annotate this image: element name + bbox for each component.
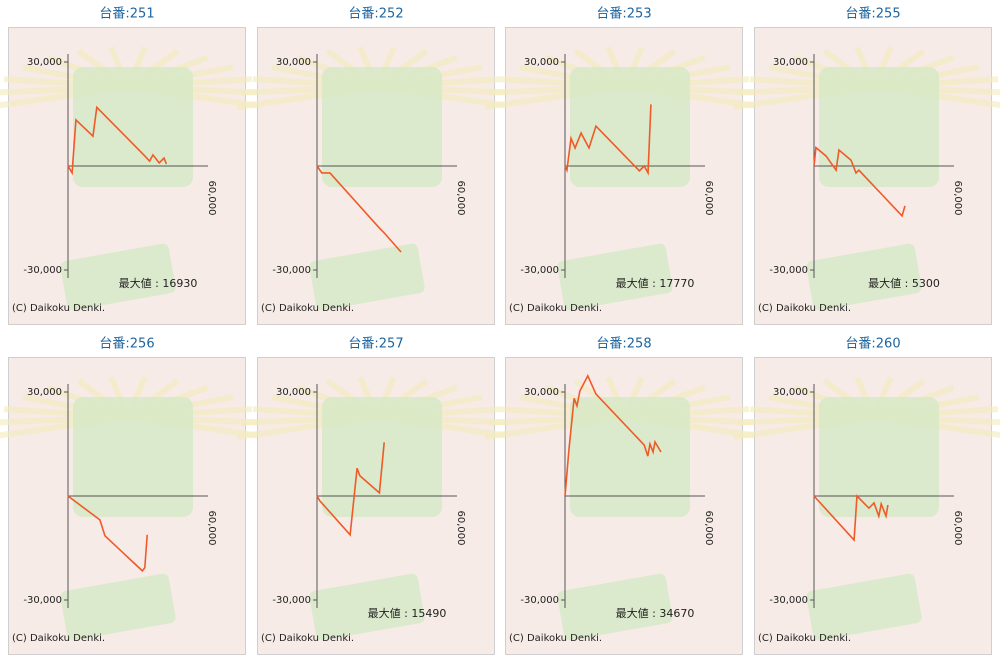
y-tick-label: -30,000 <box>769 265 808 276</box>
decor-box <box>322 67 442 187</box>
data-line <box>316 165 402 253</box>
chart-panel: 30,000 -30,000 60,000 (C) Daikoku Denki. <box>733 357 1000 655</box>
decor-box <box>819 397 939 517</box>
decor-tray <box>557 573 673 641</box>
y-tick-label: -30,000 <box>23 265 62 276</box>
decor-box <box>73 67 193 187</box>
decor-tray <box>309 243 425 311</box>
max-annotation: 最大値 : 34670 <box>616 606 695 620</box>
decor-tray <box>806 573 922 641</box>
chart-title: 台番:257 <box>348 337 403 352</box>
y-tick-label: 30,000 <box>524 57 559 68</box>
chart-panel: 30,000 -30,000 60,000 最大値 : 15490 (C) Daikok… <box>236 357 518 655</box>
data-line <box>67 495 148 573</box>
max-annotation: 最大値 : 16930 <box>119 276 198 290</box>
decor-tray <box>309 573 425 641</box>
y-tick-label: 30,000 <box>276 387 311 398</box>
y-tick-label: -30,000 <box>520 265 559 276</box>
credit: (C) Daikoku Denki. <box>758 303 851 314</box>
credit: (C) Daikoku Denki. <box>509 303 602 314</box>
decor-box <box>570 397 690 517</box>
decor-tray <box>806 243 922 311</box>
x-tick-label: 60,000 <box>206 181 217 216</box>
chart-panel: 30,000 -30,000 60,000 (C) Daikoku Denki. <box>236 27 518 325</box>
data-line <box>316 442 385 537</box>
decor-tray <box>60 243 176 311</box>
y-tick-label: 30,000 <box>27 57 62 68</box>
x-tick-label: 60,000 <box>455 511 466 546</box>
credit: (C) Daikoku Denki. <box>12 633 105 644</box>
y-tick-label: -30,000 <box>272 595 311 606</box>
credit: (C) Daikoku Denki. <box>758 633 851 644</box>
x-tick-label: 60,000 <box>703 511 714 546</box>
decor-box <box>570 67 690 187</box>
chart-title: 台番:252 <box>348 7 403 22</box>
y-tick-label: 30,000 <box>27 387 62 398</box>
decor-box <box>819 67 939 187</box>
decor-tray <box>60 573 176 641</box>
y-tick-label: 30,000 <box>276 57 311 68</box>
data-line <box>67 105 168 176</box>
chart-title: 台番:260 <box>845 337 900 352</box>
x-tick-label: 60,000 <box>952 181 963 216</box>
data-line <box>813 494 889 542</box>
chart-panel: 30,000 -30,000 60,000 最大値 : 17770 (C) Daikok… <box>484 27 766 325</box>
y-tick-label: -30,000 <box>272 265 311 276</box>
max-annotation: 最大値 : 17770 <box>616 276 695 290</box>
y-tick-label: 30,000 <box>773 57 808 68</box>
x-tick-label: 60,000 <box>952 511 963 546</box>
chart-panel: 30,000 -30,000 60,000 最大値 : 34670 (C) Daikok… <box>484 357 766 655</box>
y-tick-label: -30,000 <box>769 595 808 606</box>
decor-box <box>322 397 442 517</box>
y-tick-label: -30,000 <box>520 595 559 606</box>
y-tick-label: 30,000 <box>524 387 559 398</box>
chart-title: 台番:253 <box>596 7 651 22</box>
x-tick-label: 60,000 <box>703 181 714 216</box>
chart-panel: 30,000 -30,000 60,000 (C) Daikoku Denki. <box>0 357 269 655</box>
credit: (C) Daikoku Denki. <box>261 303 354 314</box>
chart-title: 台番:251 <box>99 7 154 22</box>
decor-box <box>73 397 193 517</box>
data-line <box>564 373 662 497</box>
max-annotation: 最大値 : 15490 <box>368 606 447 620</box>
chart-panel: 30,000 -30,000 60,000 最大値 : 16930 (C) Daikok… <box>0 27 269 325</box>
chart-panel: 30,000 -30,000 60,000 最大値 : 5300 (C) Daikoku… <box>733 27 1000 325</box>
credit: (C) Daikoku Denki. <box>12 303 105 314</box>
data-line <box>564 104 652 176</box>
chart-title: 台番:255 <box>845 7 900 22</box>
max-annotation: 最大値 : 5300 <box>868 276 940 290</box>
decor-tray <box>557 243 673 311</box>
y-tick-label: 30,000 <box>773 387 808 398</box>
x-tick-label: 60,000 <box>455 181 466 216</box>
y-tick-label: -30,000 <box>23 595 62 606</box>
chart-title: 台番:258 <box>596 337 651 352</box>
data-line <box>813 146 906 218</box>
credit: (C) Daikoku Denki. <box>509 633 602 644</box>
x-tick-label: 60,000 <box>206 511 217 546</box>
credit: (C) Daikoku Denki. <box>261 633 354 644</box>
chart-title: 台番:256 <box>99 337 154 352</box>
